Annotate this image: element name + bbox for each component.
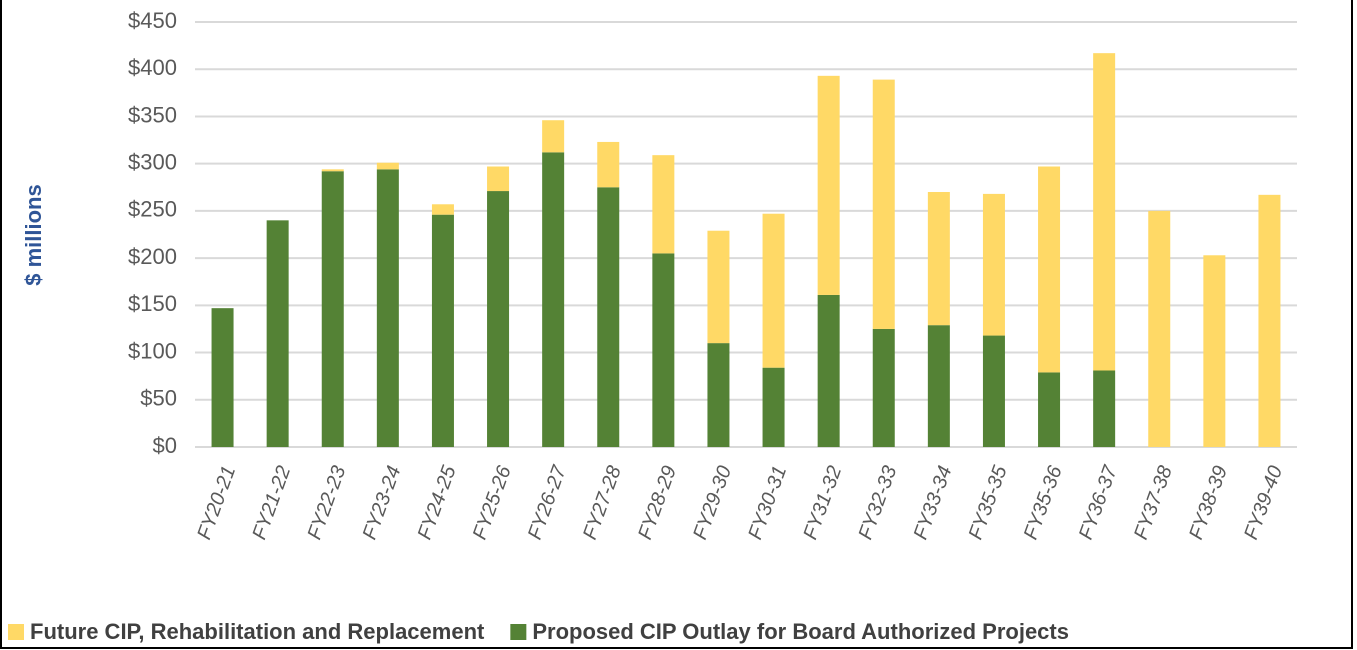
y-tick-label: $150 [128,291,177,316]
x-tick-label: FY29-30 [689,463,736,543]
x-tick-label: FY26-27 [524,462,571,542]
bar-segment [982,335,1005,447]
x-tick-label: FY37-38 [1130,463,1177,543]
bar-segment [762,367,785,447]
x-tick-label: FY25-26 [469,462,516,542]
bar-segment [927,192,950,326]
x-tick-label: FY38-39 [1185,463,1232,543]
bar-segment [1093,53,1116,371]
x-tick-label: FY20-21 [193,463,240,543]
bar-segment [1038,166,1061,373]
bar-segment [542,152,565,448]
bar-segment [321,169,344,172]
bar-segment [1093,370,1116,447]
legend-swatch [510,624,527,640]
y-tick-label: $250 [128,197,177,222]
bar-segment [927,325,950,447]
bar-segment [321,171,344,447]
bar-segment [266,220,289,447]
y-tick-label: $350 [128,102,177,127]
bar-segment [211,308,234,447]
bar-segment [1038,372,1061,447]
bar-segment [376,169,399,448]
x-tick-label: FY33-34 [910,463,957,543]
y-tick-label: $100 [128,338,177,363]
bar-segment [872,328,895,447]
bar-segment [652,253,675,447]
x-tick-label: FY31-32 [799,463,846,543]
bar-segment [817,294,840,447]
y-tick-label: $0 [153,433,177,458]
bar-segment [1203,255,1226,447]
bar-segment [487,191,510,447]
bar-segment [652,155,675,254]
x-tick-label: FY21-22 [248,463,295,543]
y-tick-label: $450 [128,8,177,33]
bar-segment [542,120,565,153]
x-tick-label: FY32-33 [854,463,901,543]
y-tick-label: $400 [128,55,177,80]
x-tick-label: FY35-36 [1020,462,1067,542]
legend-label: Future CIP, Rehabilitation and Replaceme… [30,619,485,644]
y-tick-label: $300 [128,149,177,174]
bar-segment [872,79,895,329]
x-tick-label: FY28-29 [634,463,681,543]
x-tick-label: FY23-24 [359,463,406,543]
bar-segment [376,162,399,170]
bar-segment [597,141,620,188]
x-tick-label: FY39-40 [1240,463,1287,543]
bar-segment [707,230,730,344]
x-tick-label: FY36-37 [1075,462,1122,542]
bar-segment [597,187,620,447]
bar-segment [762,213,785,368]
x-tick-label: FY24-25 [414,462,461,542]
bar-segment [487,166,510,192]
x-tick-label: FY27-28 [579,463,626,543]
x-tick-label: FY35-35 [965,462,1012,542]
bar-segment [817,75,840,295]
bar-segment [1148,210,1171,447]
bar-segment [707,343,730,447]
y-axis-label: $ millions [21,184,46,285]
y-tick-label: $50 [140,386,177,411]
bar-segment [982,193,1005,336]
legend-swatch [8,624,24,640]
x-tick-label: FY30-31 [744,463,791,543]
x-tick-label: FY22-23 [303,463,350,543]
legend-label: Proposed CIP Outlay for Board Authorized… [532,619,1069,644]
bar-segment [431,204,454,215]
bar-segment [431,214,454,447]
bar-segment [1258,194,1281,447]
y-tick-label: $200 [128,244,177,269]
